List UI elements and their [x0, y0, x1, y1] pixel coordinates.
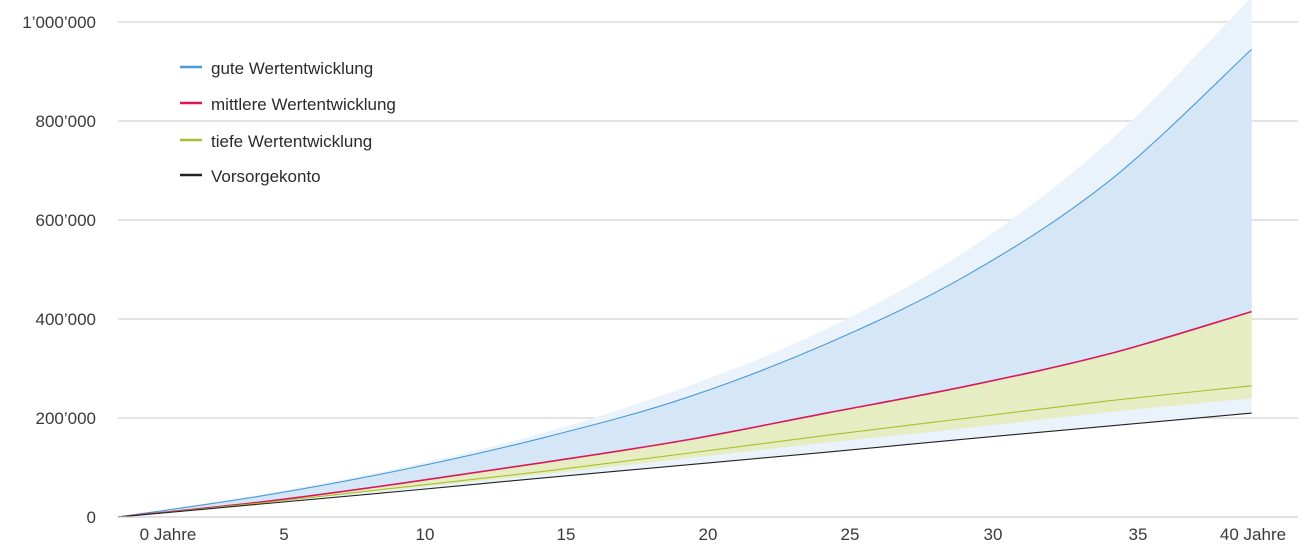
x-tick-label: 30 [984, 525, 1003, 544]
value-band-2 [118, 49, 1252, 517]
y-tick-label: 400’000 [35, 310, 96, 329]
value-bands [118, 0, 1252, 517]
legend-item: mittlere Wertentwicklung [180, 95, 396, 114]
x-tick-label: 5 [279, 525, 288, 544]
series-line-4 [117, 412, 1252, 518]
series-line-3 [117, 385, 1252, 518]
x-tick-label: 25 [841, 525, 860, 544]
x-tick-label: 0 Jahre [140, 525, 197, 544]
series-line-2 [117, 310, 1252, 518]
legend-label: tiefe Wertentwicklung [211, 132, 372, 151]
legend-label: mittlere Wertentwicklung [211, 95, 396, 114]
legend-label: Vorsorgekonto [211, 167, 321, 186]
series-lines [117, 48, 1253, 518]
y-tick-label: 800’000 [35, 112, 96, 131]
y-tick-label: 1’000’000 [22, 13, 96, 32]
x-tick-label: 40 Jahre [1220, 525, 1286, 544]
legend-item: gute Wertentwicklung [180, 59, 373, 78]
y-tick-label: 200’000 [35, 409, 96, 428]
x-tick-labels: 0 Jahre 5 10 15 20 25 30 35 40 Jahre [140, 525, 1286, 544]
y-tick-label: 0 [87, 508, 96, 527]
legend-item: Vorsorgekonto [180, 167, 321, 186]
x-tick-label: 10 [416, 525, 435, 544]
series-line-1 [117, 48, 1253, 518]
value-band-3 [118, 311, 1252, 517]
y-tick-label: 600’000 [35, 211, 96, 230]
y-tick-labels: 0 200’000 400’000 600’000 800’000 1’000’000 [22, 13, 96, 527]
legend-label: gute Wertentwicklung [211, 59, 373, 78]
legend: gute Wertentwicklung mittlere Wertentwick… [180, 59, 396, 186]
x-tick-label: 15 [557, 525, 576, 544]
x-tick-label: 20 [699, 525, 718, 544]
legend-item: tiefe Wertentwicklung [180, 132, 372, 151]
x-tick-label: 35 [1129, 525, 1148, 544]
